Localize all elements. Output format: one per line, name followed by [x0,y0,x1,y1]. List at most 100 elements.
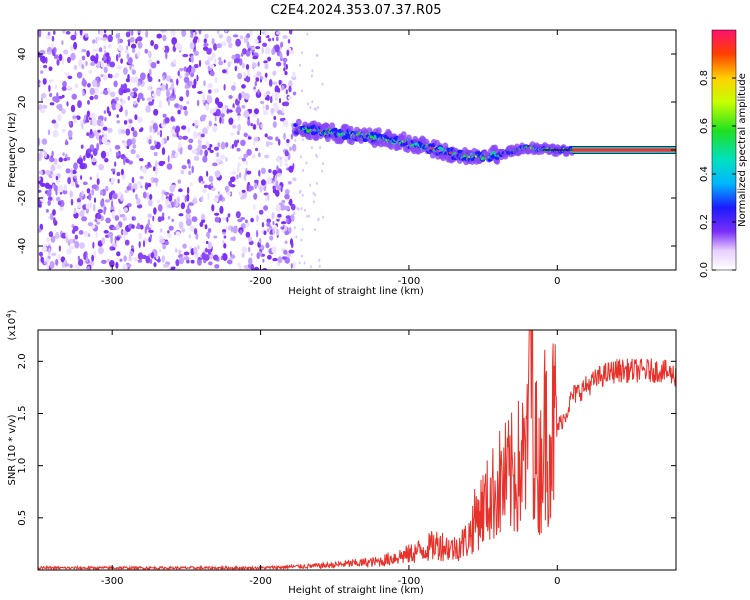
spectrogram-noise-speck [82,181,88,186]
spectrogram-noise-speck [127,74,130,80]
spectrogram-noise-speck [38,170,43,175]
spectrogram-noise-speck [185,218,192,227]
spectrogram-noise-speck [64,72,69,76]
spectrogram-noise-speck [162,113,167,118]
spectrogram-noise-speck [302,169,304,172]
spectrogram-noise-speck [213,197,219,203]
spectrogram-noise-speck [46,190,52,197]
spectrogram-noise-speck [103,49,107,55]
spectrogram-noise-speck [244,219,248,224]
spectrogram-noise-speck [215,158,222,163]
spectrogram-noise-speck [273,104,279,112]
spectrogram-noise-speck [73,207,77,215]
spectrogram-noise-speck [284,71,288,76]
spectrogram-noise-speck [118,53,121,58]
spectrogram-noise-speck [89,128,93,135]
spectrogram-noise-speck [293,226,296,230]
spectrogram-noise-speck [111,247,116,251]
spectrogram-noise-speck [137,41,143,49]
spectrogram-noise-speck [52,209,56,216]
spectrogram-noise-speck [110,91,116,98]
spectrogram-noise-speck [130,76,136,84]
spectrogram-noise-speck [58,157,63,163]
spectrogram-noise-speck [140,127,144,131]
spectrogram-noise-speck [222,253,228,261]
spectrogram-noise-speck [161,215,165,221]
spectrogram-noise-speck [258,170,261,177]
spectrogram-noise-speck [54,85,58,90]
spectrogram-noise-speck [184,85,188,89]
spectrogram-noise-speck [177,135,183,140]
spectrogram-noise-speck [38,30,42,38]
spectrogram-noise-speck [78,230,84,235]
spectrogram-noise-speck [301,138,304,142]
spectrogram-noise-speck [221,41,227,47]
spectrogram-noise-speck [166,135,169,141]
spectrogram-noise-speck [38,203,42,208]
spectrogram-noise-speck [96,221,101,225]
spectrogram-noise-speck [115,151,120,157]
spectrogram-noise-speck [251,186,254,191]
spectrogram-noise-speck [109,260,115,268]
spectrogram-noise-speck [178,141,182,150]
spectrogram-noise-speck [194,50,199,56]
spectrogram-noise-speck [248,257,253,265]
x-tick-label: -200 [249,576,272,587]
spectrogram-noise-speck [318,258,321,262]
spectrogram-noise-speck [155,160,158,169]
spectrogram-x-label: Height of straight line (km) [288,286,424,297]
spectrogram-noise-speck [47,129,51,136]
spectrogram-noise-speck [51,43,54,49]
spectrogram-noise-speck [221,216,228,221]
spectrogram-noise-speck [127,96,130,101]
spectrogram-noise-speck [69,264,73,269]
spectrogram-noise-speck [232,236,236,242]
spectrogram-noise-speck [53,30,56,35]
spectrogram-noise-speck [188,80,193,87]
spectrogram-noise-speck [204,224,208,230]
spectrogram-noise-speck [207,192,210,201]
spectrogram-noise-speck [241,62,245,69]
spectrogram-noise-speck [122,83,128,90]
spectrogram-marks [38,30,676,270]
spectrogram-noise-speck [107,127,113,133]
spectrogram-noise-speck [235,211,241,219]
spectrogram-noise-speck [41,245,48,253]
spectrogram-noise-speck [85,61,88,66]
spectrogram-noise-speck [65,236,69,244]
spectrogram-noise-speck [274,44,280,53]
spectrogram-noise-speck [201,188,207,194]
spectrogram-noise-speck [84,33,89,38]
spectrogram-noise-speck [103,230,109,234]
spectrogram-noise-speck [164,117,170,124]
spectrogram-noise-speck [284,193,290,200]
spectrogram-noise-speck [266,218,272,224]
spectrogram-noise-speck [40,256,44,263]
spectrogram-noise-speck [101,237,106,245]
spectrogram-noise-speck [317,217,320,221]
spectrogram-noise-speck [100,199,105,207]
spectrogram-noise-speck [56,179,61,184]
spectrogram-noise-speck [246,33,251,39]
spectrogram-noise-speck [74,234,79,240]
spectrogram-noise-speck [171,184,177,188]
spectrogram-noise-speck [136,181,142,186]
spectrogram-noise-speck [266,222,271,227]
spectrogram-noise-speck [268,79,273,87]
spectrogram-noise-speck [205,240,209,245]
spectrogram-noise-speck [115,33,119,39]
spectrogram-noise-speck [231,225,233,233]
spectrogram-noise-speck [66,86,71,89]
spectrogram-noise-speck [42,78,47,85]
spectrogram-noise-speck [263,60,268,64]
spectrogram-noise-speck [227,109,234,113]
spectrogram-noise-speck [236,174,239,180]
spectrogram-noise-speck [229,251,232,257]
spectrogram-noise-speck [237,156,244,160]
spectrogram-noise-speck [43,261,48,265]
spectrogram-noise-speck [137,259,143,263]
spectrogram-noise-speck [100,189,103,195]
spectrogram-noise-speck [312,191,315,195]
spectrogram-noise-speck [167,98,170,107]
spectrogram-noise-speck [105,217,111,224]
